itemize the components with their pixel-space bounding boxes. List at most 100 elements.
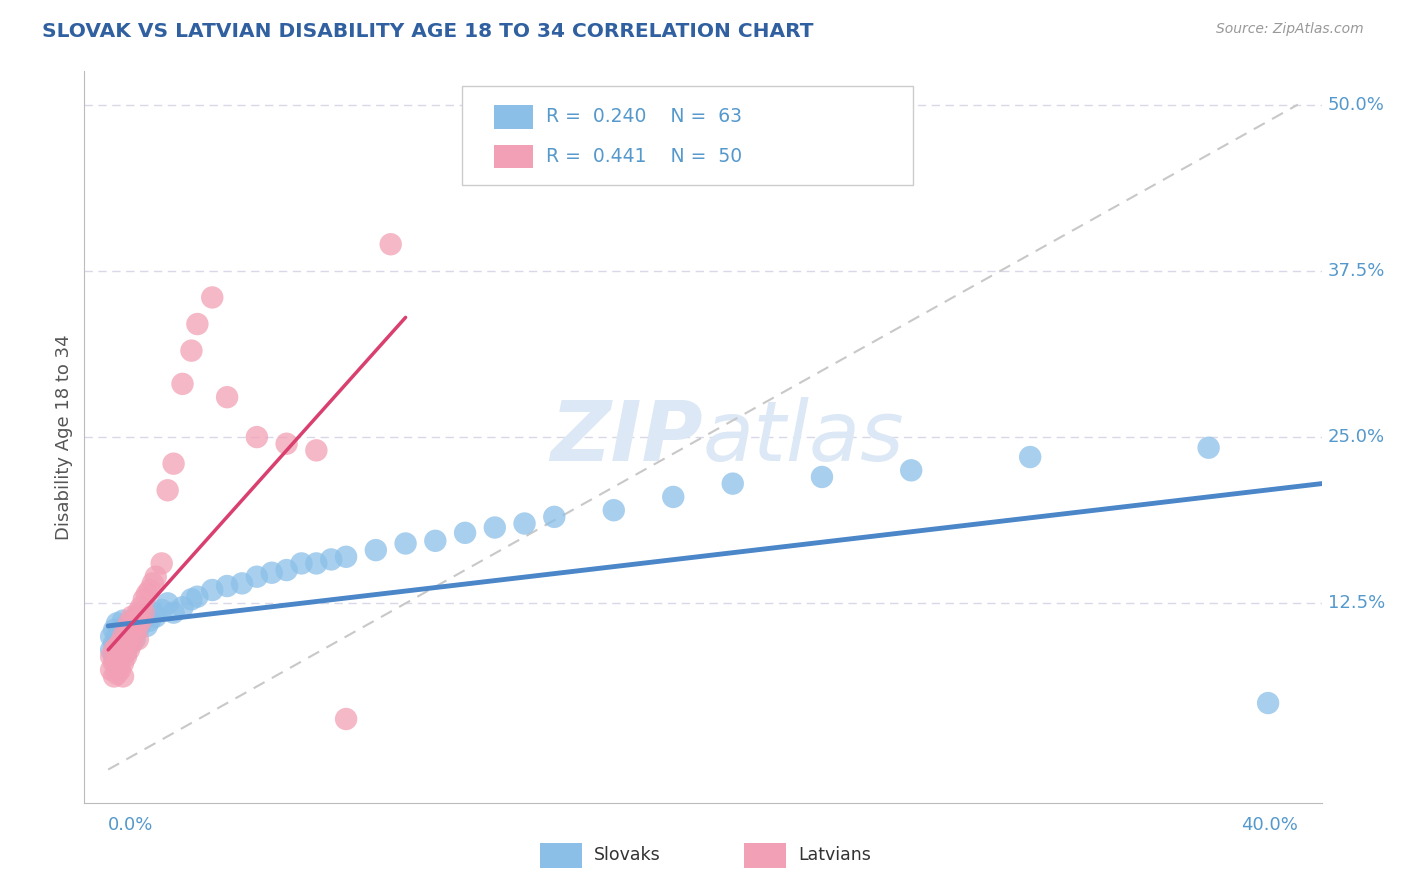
Point bbox=[186, 317, 208, 331]
Point bbox=[900, 463, 922, 477]
Point bbox=[118, 643, 141, 657]
Point bbox=[321, 552, 343, 566]
Point bbox=[121, 636, 143, 650]
Point bbox=[217, 579, 239, 593]
Point bbox=[127, 619, 149, 633]
Point bbox=[811, 470, 834, 484]
Point bbox=[105, 643, 128, 657]
Point bbox=[108, 649, 131, 664]
Point bbox=[100, 649, 122, 664]
Point bbox=[335, 549, 357, 564]
Point bbox=[425, 533, 447, 548]
Point bbox=[115, 649, 138, 664]
Point bbox=[108, 663, 131, 677]
Point bbox=[513, 516, 536, 531]
Text: R =  0.441    N =  50: R = 0.441 N = 50 bbox=[546, 147, 742, 166]
Point bbox=[121, 614, 143, 628]
Text: ZIP: ZIP bbox=[550, 397, 703, 477]
Point bbox=[135, 619, 157, 633]
Point bbox=[454, 525, 477, 540]
Point bbox=[121, 627, 143, 641]
Point bbox=[112, 656, 135, 670]
Point bbox=[364, 543, 387, 558]
Point bbox=[127, 623, 149, 637]
Point bbox=[180, 343, 202, 358]
Point bbox=[142, 576, 165, 591]
Point bbox=[380, 237, 402, 252]
Point bbox=[335, 712, 357, 726]
Point bbox=[162, 457, 184, 471]
Text: atlas: atlas bbox=[703, 397, 904, 477]
Point bbox=[121, 609, 143, 624]
Point bbox=[105, 666, 128, 681]
Point bbox=[721, 476, 744, 491]
Point bbox=[135, 587, 157, 601]
Point bbox=[132, 592, 155, 607]
Point bbox=[139, 582, 162, 597]
Point bbox=[1257, 696, 1279, 710]
Point bbox=[246, 570, 269, 584]
Point bbox=[127, 606, 149, 620]
FancyBboxPatch shape bbox=[744, 843, 786, 868]
Point bbox=[100, 663, 122, 677]
Point bbox=[305, 443, 328, 458]
Point bbox=[108, 649, 131, 664]
Point bbox=[127, 609, 149, 624]
Point bbox=[201, 290, 224, 304]
Point bbox=[217, 390, 239, 404]
Point bbox=[103, 623, 125, 637]
Point bbox=[118, 630, 141, 644]
Point bbox=[162, 606, 184, 620]
Text: Slovaks: Slovaks bbox=[595, 847, 661, 864]
Point bbox=[142, 606, 165, 620]
Point bbox=[290, 557, 312, 571]
Point bbox=[112, 614, 135, 628]
Point bbox=[543, 509, 565, 524]
Point bbox=[132, 609, 155, 624]
Point bbox=[305, 557, 328, 571]
Point bbox=[484, 520, 506, 534]
Point bbox=[103, 656, 125, 670]
Point bbox=[172, 376, 194, 391]
Point bbox=[124, 632, 146, 647]
Point bbox=[121, 623, 143, 637]
Point bbox=[112, 640, 135, 655]
Point bbox=[112, 627, 135, 641]
Point bbox=[1019, 450, 1042, 464]
Point bbox=[112, 643, 135, 657]
Point bbox=[246, 430, 269, 444]
Point bbox=[108, 636, 131, 650]
Point bbox=[115, 619, 138, 633]
Point bbox=[150, 603, 173, 617]
Point bbox=[100, 630, 122, 644]
Point bbox=[108, 636, 131, 650]
Point bbox=[105, 656, 128, 670]
Point bbox=[145, 609, 167, 624]
Text: 12.5%: 12.5% bbox=[1327, 594, 1385, 612]
Point bbox=[124, 614, 146, 628]
Point bbox=[124, 619, 146, 633]
Point bbox=[603, 503, 626, 517]
FancyBboxPatch shape bbox=[461, 86, 914, 185]
FancyBboxPatch shape bbox=[494, 105, 533, 128]
Point bbox=[1198, 441, 1220, 455]
Point bbox=[394, 536, 416, 550]
Point bbox=[201, 582, 224, 597]
Point bbox=[115, 632, 138, 647]
Point bbox=[260, 566, 283, 580]
Point bbox=[129, 616, 152, 631]
Text: 50.0%: 50.0% bbox=[1327, 95, 1385, 113]
Text: Source: ZipAtlas.com: Source: ZipAtlas.com bbox=[1216, 22, 1364, 37]
Point bbox=[276, 563, 298, 577]
Text: SLOVAK VS LATVIAN DISABILITY AGE 18 TO 34 CORRELATION CHART: SLOVAK VS LATVIAN DISABILITY AGE 18 TO 3… bbox=[42, 22, 814, 41]
Point bbox=[139, 614, 162, 628]
Point bbox=[129, 600, 152, 615]
Point bbox=[118, 636, 141, 650]
Point bbox=[103, 636, 125, 650]
Text: 0.0%: 0.0% bbox=[108, 816, 153, 834]
Point bbox=[145, 570, 167, 584]
Point bbox=[118, 623, 141, 637]
Point bbox=[112, 630, 135, 644]
Point bbox=[115, 623, 138, 637]
FancyBboxPatch shape bbox=[540, 843, 582, 868]
